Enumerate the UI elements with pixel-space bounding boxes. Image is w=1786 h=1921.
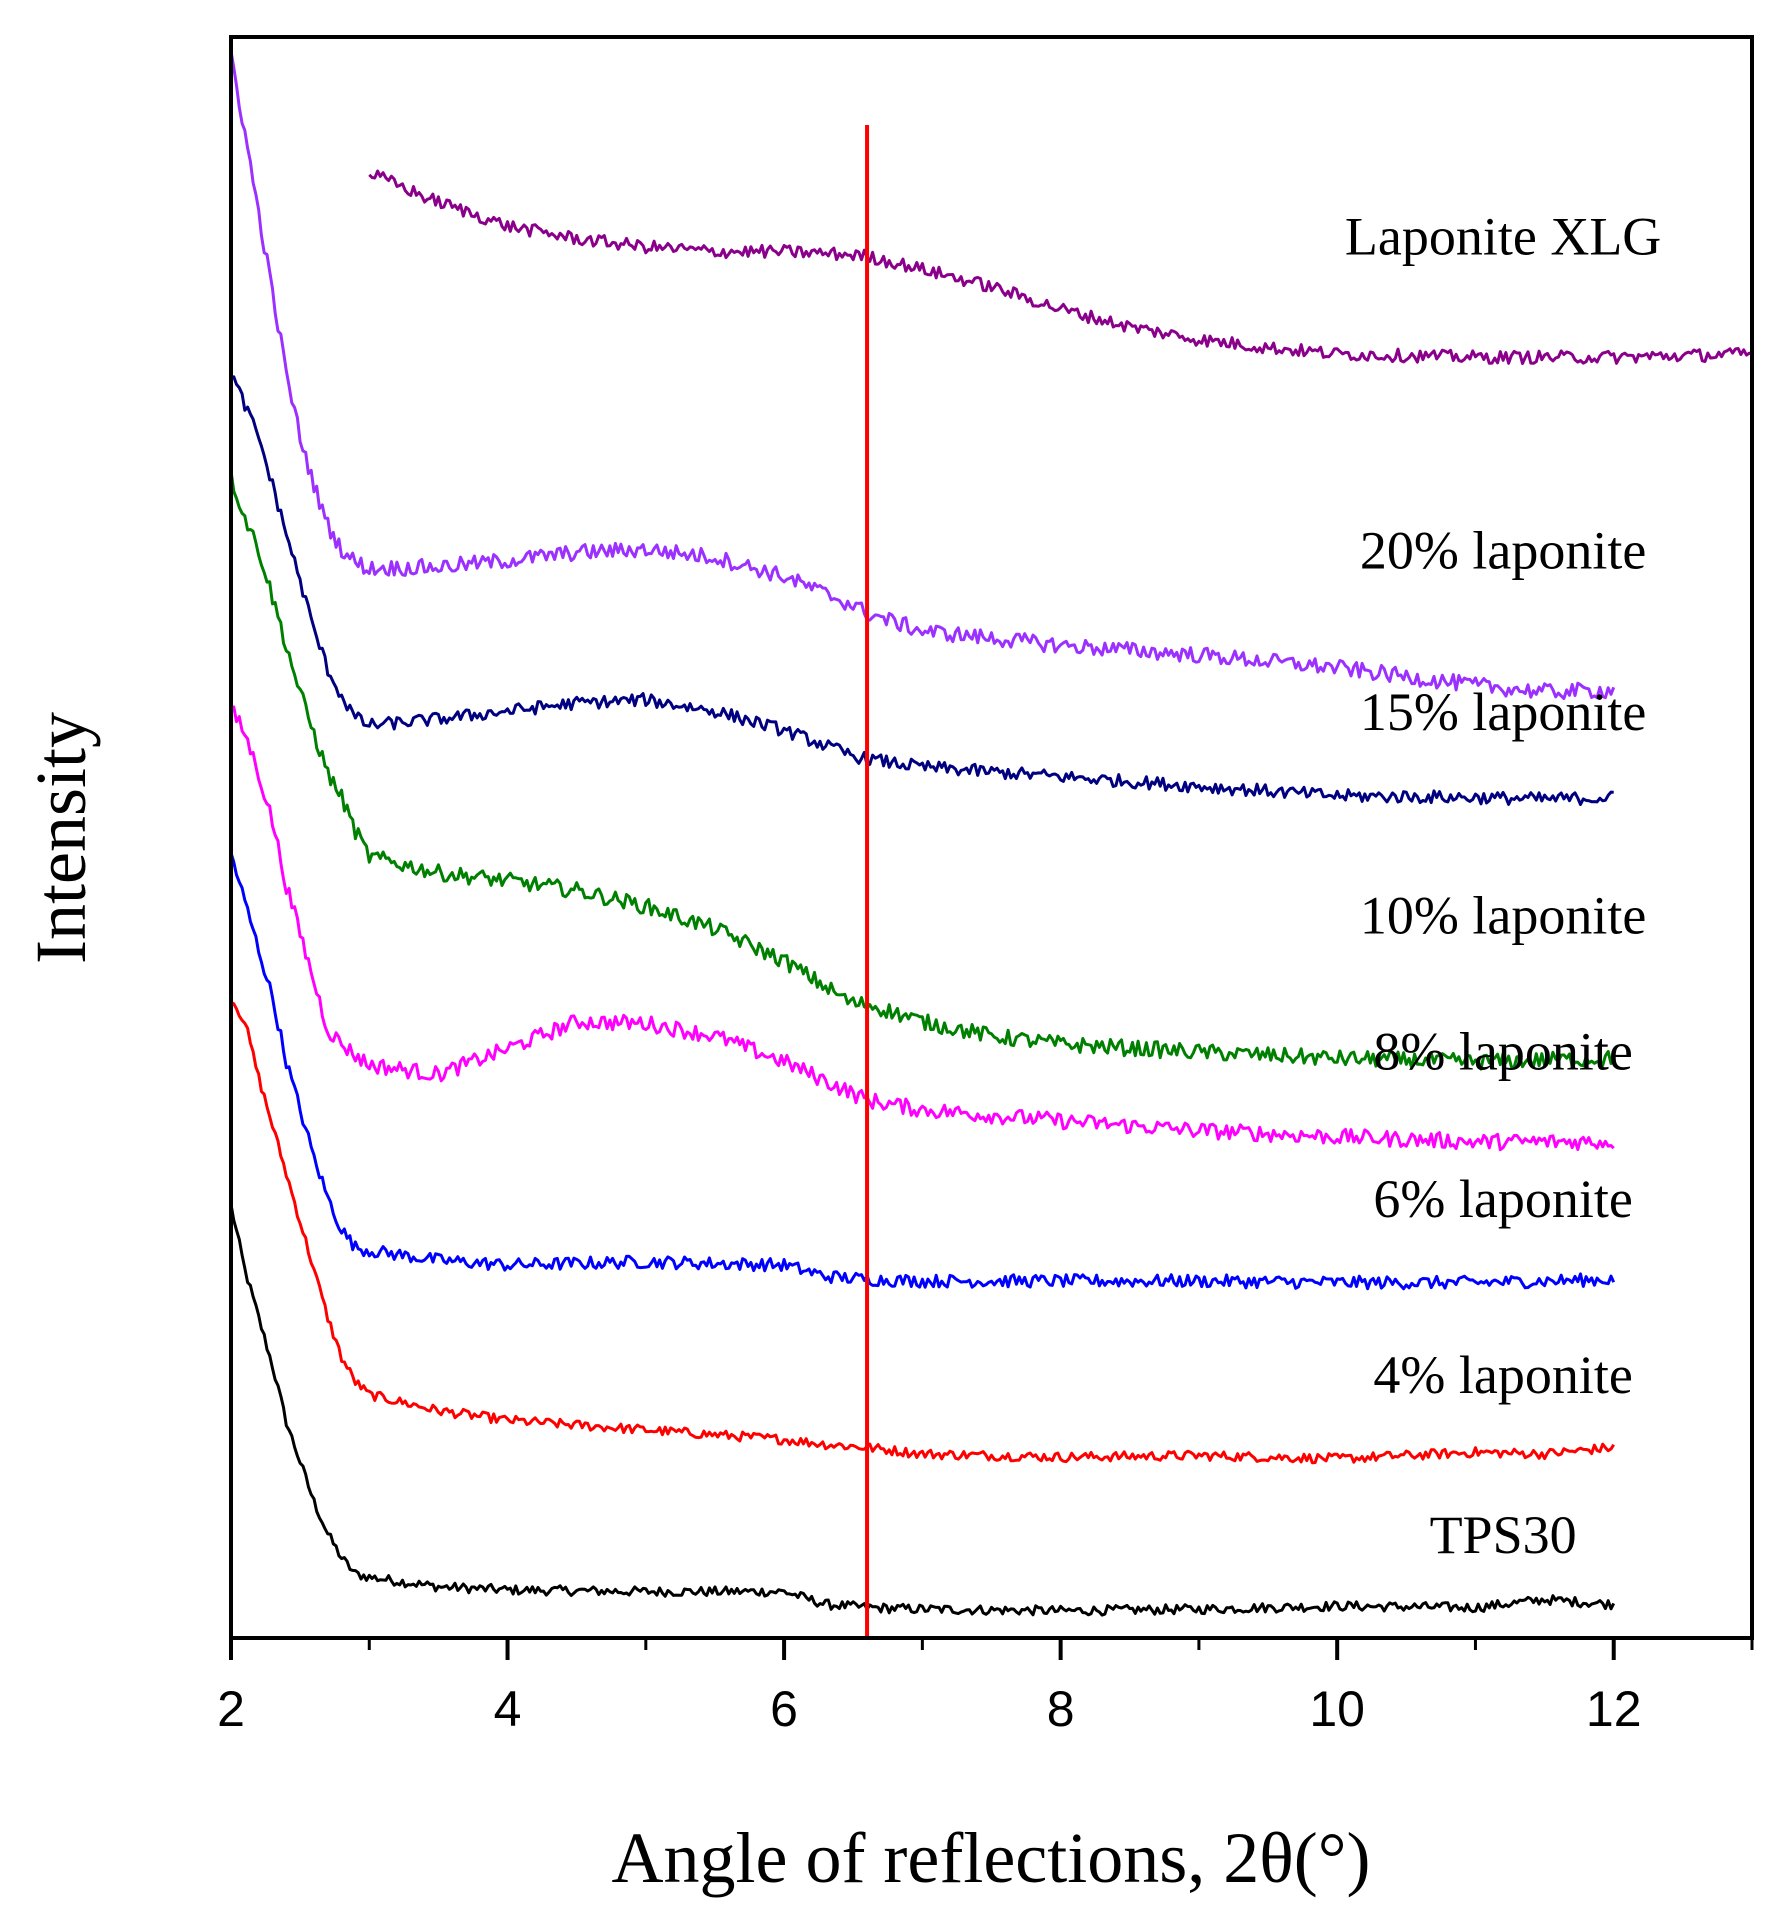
x-tick-label: 8 [1047,1681,1075,1737]
series-label-10-laponite: 10% laponite [1360,886,1646,946]
y-axis-title: Intensity [21,712,101,964]
series-line-4-laponite [230,1000,1615,1465]
x-tick-label: 12 [1586,1681,1642,1737]
series-layer [229,50,1753,1617]
series-line-10-laponite [229,470,1616,1071]
series-label-tps30: TPS30 [1430,1505,1577,1565]
series-line-15-laponite [230,375,1614,806]
x-axis-title: Angle of reflections, 2θ(°) [611,1818,1370,1898]
series-line-20-laponite [229,50,1616,700]
x-tick-label: 4 [494,1681,522,1737]
series-line-6-laponite [229,852,1616,1291]
series-label-laponite-xlg: Laponite XLG [1345,207,1661,267]
series-label-15-laponite: 15% laponite [1360,682,1646,742]
series-label-8-laponite: 8% laponite [1373,1022,1632,1082]
x-axis-ticks: 2 4 6 8 10 12 [217,1638,1754,1737]
x-tick-label: 10 [1309,1681,1365,1737]
x-tick-label: 2 [217,1681,245,1737]
series-line-tps30 [229,1203,1616,1617]
series-line-laponite-xlg [368,169,1753,365]
series-line-8-laponite [230,705,1615,1152]
plot-frame [229,35,1754,1640]
x-tick-label: 6 [770,1681,798,1737]
series-label-4-laponite: 4% laponite [1373,1345,1632,1405]
series-label-20-laponite: 20% laponite [1360,521,1646,581]
series-labels: TPS30 4% laponite 6% laponite 8% laponite 10… [1345,207,1661,1565]
series-label-6-laponite: 6% laponite [1373,1169,1632,1229]
